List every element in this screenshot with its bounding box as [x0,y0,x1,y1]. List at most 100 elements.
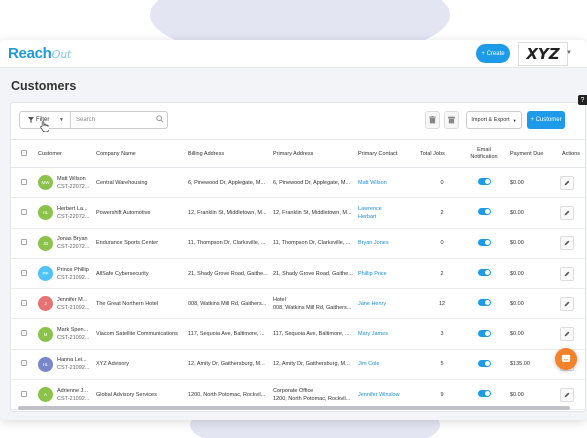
table-row[interactable]: JB Jonas Bryan CST-22072... Endurance Sport… [11,228,585,259]
customer-cell[interactable]: HL Herbert La... CST-22072... [38,205,96,221]
search-input[interactable] [71,111,168,129]
email-notification-toggle[interactable] [477,238,491,246]
customer-cell[interactable]: PP Prince Phillip CST-21092... [38,266,96,282]
row-checkbox[interactable] [21,208,27,215]
primary-address-line1: 11, Thompson Dr, Clarksville, ... [273,240,351,247]
header-payment-due[interactable]: Payment Due [504,139,556,168]
primary-contact-line2: Herbart [358,213,377,220]
company-name: Endurance Sports Center [96,228,188,259]
payment-due: $0.00 [504,258,556,290]
customer-cell[interactable]: HL Hanna Lei... CST-21092... [38,356,96,372]
header-total-jobs[interactable]: Total Jobs [420,139,464,168]
primary-contact-link[interactable]: Phillip Price [358,258,420,290]
pencil-icon [564,180,570,186]
table-row[interactable]: MW Matt Wilson CST-22072... Central Warehou… [11,167,585,199]
total-jobs: 12 [420,288,464,320]
customer-name: Jonas Bryan [57,236,88,243]
billing-address: 1200, North Potomac, Rockvil... [188,379,273,411]
primary-contact-link[interactable]: Jim Cole [358,349,420,381]
customer-cell[interactable]: JB Jonas Bryan CST-22072... [38,235,96,251]
delete-button[interactable] [425,111,440,129]
logo-main: Reach [8,45,52,62]
app-logo: ReachOut [8,45,71,62]
table-row[interactable]: J Jennifer M... CST-21092... The Great Nort… [11,288,585,320]
edit-button[interactable] [560,175,574,190]
header-primary-address[interactable]: Primary Address [273,139,358,168]
header-email-line2: Notification [470,153,498,160]
customer-cell[interactable]: A Adrienne J... CST-21092... [38,387,96,403]
edit-button[interactable] [560,236,574,251]
row-checkbox[interactable] [21,239,27,246]
row-checkbox[interactable] [21,269,27,276]
header-primary-contact[interactable]: Primary Contact [358,139,420,168]
email-notification-toggle[interactable] [477,178,491,186]
primary-contact-link[interactable]: Bryan Jones [358,228,420,259]
primary-address: 12, Franklin St, Middletown, M... [273,197,358,229]
primary-contact-link[interactable]: Matt Wilson [358,167,420,199]
email-notification-toggle[interactable] [477,208,491,216]
row-checkbox[interactable] [21,330,27,337]
primary-contact-line1: Phillip Price [358,270,387,277]
customer-cell[interactable]: MW Matt Wilson CST-22072... [38,175,96,191]
company-name: Central Warehousing [96,167,188,199]
header-customer[interactable]: Customer [38,139,96,168]
billing-address: 21, Shady Grove Road, Gaithe... [188,258,273,290]
customer-id: CST-22072... [57,183,90,190]
row-checkbox[interactable] [21,178,27,185]
customer-cell[interactable]: J Jennifer M... CST-21092... [38,296,96,312]
primary-contact-link[interactable]: Jennifer Winslow [358,379,420,411]
customers-panel: Filter ▼ Import & Export ▼ + Customer Cu… [10,102,586,412]
import-export-button[interactable]: Import & Export ▼ [466,111,522,129]
header-email-notification[interactable]: Email Notification [464,139,504,168]
primary-contact-link[interactable]: Jane Henry [358,288,420,320]
archive-button[interactable] [444,111,459,129]
customer-name: Mark Spen... [57,327,89,334]
header-billing-address[interactable]: Billing Address [188,139,273,168]
help-tab[interactable]: ? [578,95,587,105]
primary-contact-line1: Bryan Jones [358,240,389,247]
table-row[interactable]: PP Prince Phillip CST-21092... AllSafe Cybe… [11,258,585,290]
billing-address: 11, Thompson Dr, Clarksville, ... [188,228,273,259]
total-jobs: 3 [420,318,464,350]
email-notification-toggle[interactable] [477,329,491,337]
customer-cell[interactable]: M Mark Spen... CST-21092... [38,326,96,342]
primary-address: 12, Amity Dr, Gaithersburg, M... [273,349,358,381]
search-icon[interactable] [156,115,164,123]
create-button[interactable]: + Create [476,44,510,63]
email-notification-toggle[interactable] [477,359,491,367]
chat-button[interactable] [555,348,577,370]
primary-contact-line1: Matt Wilson [358,179,387,186]
primary-address-line1: 117, Sequoia Ave, Baltimore, ... [273,331,350,338]
table-row[interactable]: HL Hanna Lei... CST-21092... XYZ Advisory 12… [11,349,585,381]
primary-contact-link[interactable]: Lawrence Herbart [358,197,420,229]
horizontal-scrollbar[interactable] [18,406,570,410]
edit-button[interactable] [560,296,574,311]
billing-address: 12, Amity Dr, Gaithersburg, M... [188,349,273,381]
edit-button[interactable] [560,205,574,220]
pencil-icon [564,271,570,276]
table-row[interactable]: A Adrienne J... CST-21092... Global Advisor… [11,379,585,411]
table-row[interactable]: M Mark Spen... CST-21092... Viacom Satellit… [11,318,585,350]
table-header-row: Customer Company Name Billing Address Pr… [11,139,585,168]
brand-logo[interactable]: XYZ [518,42,568,66]
primary-address: 6, Pinewood Dr, Applegate, M... [273,167,358,199]
email-notification-toggle[interactable] [477,299,491,307]
primary-address: 11, Thompson Dr, Clarksville, ... [273,228,358,259]
edit-button[interactable] [560,387,574,402]
select-all-checkbox[interactable] [21,149,27,156]
row-checkbox[interactable] [21,390,27,397]
primary-address-line1: 12, Amity Dr, Gaithersburg, M... [273,361,350,368]
total-jobs: 9 [420,379,464,411]
page-title: Customers [11,79,77,93]
row-checkbox[interactable] [21,360,27,367]
edit-button[interactable] [560,266,574,281]
account-chevron-down-icon[interactable]: ▼ [566,50,572,56]
email-notification-toggle[interactable] [477,390,491,398]
email-notification-toggle[interactable] [477,269,491,277]
primary-contact-link[interactable]: Mary James [358,318,420,350]
table-row[interactable]: HL Herbert La... CST-22072... Powershift Au… [11,197,585,229]
edit-button[interactable] [560,327,574,342]
row-checkbox[interactable] [21,299,27,306]
header-company[interactable]: Company Name [96,139,188,168]
add-customer-button[interactable]: + Customer [527,111,565,129]
